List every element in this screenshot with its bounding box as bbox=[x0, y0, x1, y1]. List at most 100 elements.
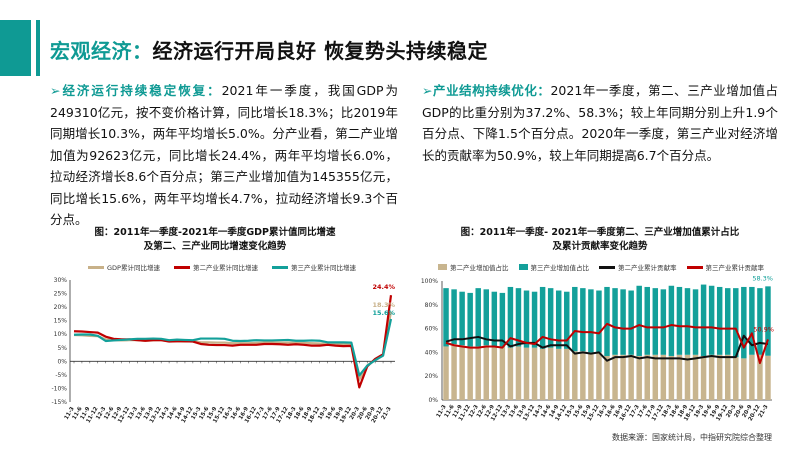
bar-secondary-share bbox=[612, 354, 618, 400]
bar-secondary-share bbox=[580, 351, 586, 400]
bar-tertiary-share bbox=[676, 286, 683, 355]
bar-secondary-share bbox=[620, 354, 626, 400]
bar-secondary-share bbox=[507, 347, 514, 400]
chart1-growth-line-chart: -15% -10% -5% 0% 5% 10% 15% 20% 25% 30% 24.4% 18.3%… bbox=[51, 277, 395, 424]
legend-item-tertiary: 第三产业累计同比增速 bbox=[271, 262, 356, 272]
bar-secondary-share bbox=[515, 346, 522, 400]
series-line-3 bbox=[73, 318, 393, 377]
end-data-label: 50.9% bbox=[753, 325, 774, 333]
legend-item-secondary-contribution: 第二产业累计贡献率 bbox=[599, 262, 677, 272]
bar-secondary-share bbox=[596, 352, 602, 400]
y-tick-label: 100% bbox=[421, 278, 438, 285]
legend-swatch bbox=[438, 264, 447, 270]
bar-tertiary-share bbox=[588, 289, 594, 353]
bar-secondary-share bbox=[467, 346, 473, 400]
bar-tertiary-share bbox=[451, 289, 457, 345]
bar-tertiary-share bbox=[564, 291, 570, 349]
decorative-line bbox=[36, 20, 40, 76]
y-tick-label: 60% bbox=[425, 326, 439, 333]
y-tick-label: -5% bbox=[55, 372, 67, 379]
bar-secondary-share bbox=[708, 354, 715, 400]
title-accent: 宏观经济： bbox=[50, 39, 153, 63]
chart2-subtitle: 及累计贡献率变化趋势 bbox=[552, 241, 648, 252]
bar-tertiary-share bbox=[483, 289, 490, 346]
legend-item-secondary-share: 第二产业增加值占比 bbox=[438, 262, 509, 272]
legend-label: 第三产业增加值占比 bbox=[530, 264, 590, 272]
bar-secondary-share bbox=[572, 351, 578, 400]
bar-secondary-share bbox=[499, 346, 506, 400]
bar-secondary-share bbox=[628, 354, 634, 400]
y-tick-label: 5% bbox=[57, 345, 67, 352]
bar-tertiary-share bbox=[547, 288, 554, 348]
legend-label: 第三产业累计同比增速 bbox=[290, 264, 356, 272]
end-data-label: 24.4% bbox=[372, 283, 395, 291]
bar-secondary-share bbox=[604, 355, 610, 400]
legend-swatch bbox=[173, 265, 190, 269]
bar-tertiary-share bbox=[708, 285, 715, 355]
legend-item-tertiary-contribution: 第三产业累计贡献率 bbox=[686, 262, 765, 272]
chart2-legend: 第二产业增加值占比 第三产业增加值占比 第二产业累计贡献率 第三产业累计贡献率 bbox=[438, 262, 764, 272]
chart2-structure-bar-chart: 0%20%40%60%80%100% 58.3%50.9%11-311-611-9… bbox=[421, 274, 774, 422]
bar-tertiary-share bbox=[668, 285, 675, 356]
legend-item-secondary: 第二产业累计同比增速 bbox=[173, 262, 258, 272]
bar-secondary-share bbox=[636, 355, 642, 400]
bar-tertiary-share bbox=[716, 286, 723, 355]
bar-secondary-share bbox=[684, 354, 691, 400]
right-paragraph-body: 2021年一季度，第二、三产业增加值占GDP的比重分别为37.2%、58.3%；… bbox=[422, 83, 779, 163]
legend-label: GDP累计同比增速 bbox=[107, 264, 160, 272]
bar-secondary-share bbox=[765, 355, 771, 400]
bar-tertiary-share bbox=[443, 288, 449, 347]
right-paragraph: ➢产业结构持续优化：2021年一季度，第二、三产业增加值占GDP的比重分别为37… bbox=[422, 80, 778, 166]
bar-tertiary-share bbox=[628, 290, 634, 355]
y-tick-label: 20% bbox=[54, 304, 68, 311]
bar-secondary-share bbox=[588, 352, 594, 400]
legend-swatch bbox=[271, 265, 288, 269]
bar-secondary-share bbox=[724, 354, 731, 400]
bar-secondary-share bbox=[652, 354, 659, 400]
bar-secondary-share bbox=[668, 355, 675, 400]
y-tick-label: 40% bbox=[425, 349, 439, 356]
bar-secondary-share bbox=[539, 348, 546, 400]
bar-secondary-share bbox=[741, 358, 747, 400]
bar-tertiary-share bbox=[757, 288, 763, 355]
left-paragraph-lead: ➢经济运行持续稳定恢复： bbox=[50, 83, 222, 98]
bar-secondary-share bbox=[564, 348, 570, 400]
bar-secondary-share bbox=[644, 354, 650, 400]
bar-tertiary-share bbox=[652, 288, 659, 355]
bar-tertiary-share bbox=[596, 290, 602, 353]
legend-label: 第二产业累计贡献率 bbox=[618, 264, 677, 272]
legend-swatch bbox=[88, 265, 104, 269]
bar-tertiary-share bbox=[700, 284, 707, 356]
contribution-line-2 bbox=[445, 322, 769, 365]
legend-item-gdp: GDP累计同比增速 bbox=[88, 262, 160, 272]
chart1-title: 图：2011年一季度-2021年一季度GDP累计值同比增速 及第二、三产业同比增速… bbox=[40, 226, 390, 254]
bar-tertiary-share bbox=[765, 286, 771, 356]
bar-secondary-share bbox=[475, 346, 481, 400]
bar-secondary-share bbox=[757, 354, 763, 400]
left-paragraph: ➢经济运行持续稳定恢复：2021年一季度，我国GDP为249310亿元，按不变价… bbox=[50, 80, 398, 231]
bar-tertiary-share bbox=[459, 291, 465, 346]
y-tick-label: 0% bbox=[57, 358, 67, 365]
bar-tertiary-share bbox=[644, 286, 650, 355]
bar-tertiary-share bbox=[636, 285, 642, 356]
y-tick-label: 15% bbox=[54, 318, 68, 325]
bar-tertiary-share bbox=[523, 290, 530, 348]
bar-tertiary-share bbox=[692, 289, 699, 355]
y-tick-label: 80% bbox=[425, 302, 439, 309]
bar-tertiary-share bbox=[749, 286, 755, 355]
bar-secondary-share bbox=[443, 346, 449, 400]
contribution-line-1 bbox=[445, 334, 769, 362]
bar-tertiary-share bbox=[620, 289, 626, 355]
legend-label: 第三产业累计贡献率 bbox=[705, 264, 765, 272]
y-tick-label: 10% bbox=[54, 331, 68, 338]
bar-secondary-share bbox=[451, 344, 457, 400]
bar-tertiary-share bbox=[539, 286, 546, 349]
legend-item-tertiary-share: 第三产业增加值占比 bbox=[518, 262, 590, 272]
y-tick-label: 25% bbox=[54, 291, 68, 298]
legend-swatch bbox=[599, 265, 615, 269]
bar-secondary-share bbox=[676, 354, 683, 400]
chart2-title: 图：2011年一季度- 2021年一季度第二、三产业增加值累计占比 及累计贡献率变… bbox=[430, 226, 770, 254]
bar-secondary-share bbox=[523, 347, 530, 400]
end-data-label: 15.6% bbox=[372, 309, 395, 317]
chart1-title-line1: 图：2011年一季度-2021年一季度GDP累计值同比增速 bbox=[94, 227, 336, 238]
